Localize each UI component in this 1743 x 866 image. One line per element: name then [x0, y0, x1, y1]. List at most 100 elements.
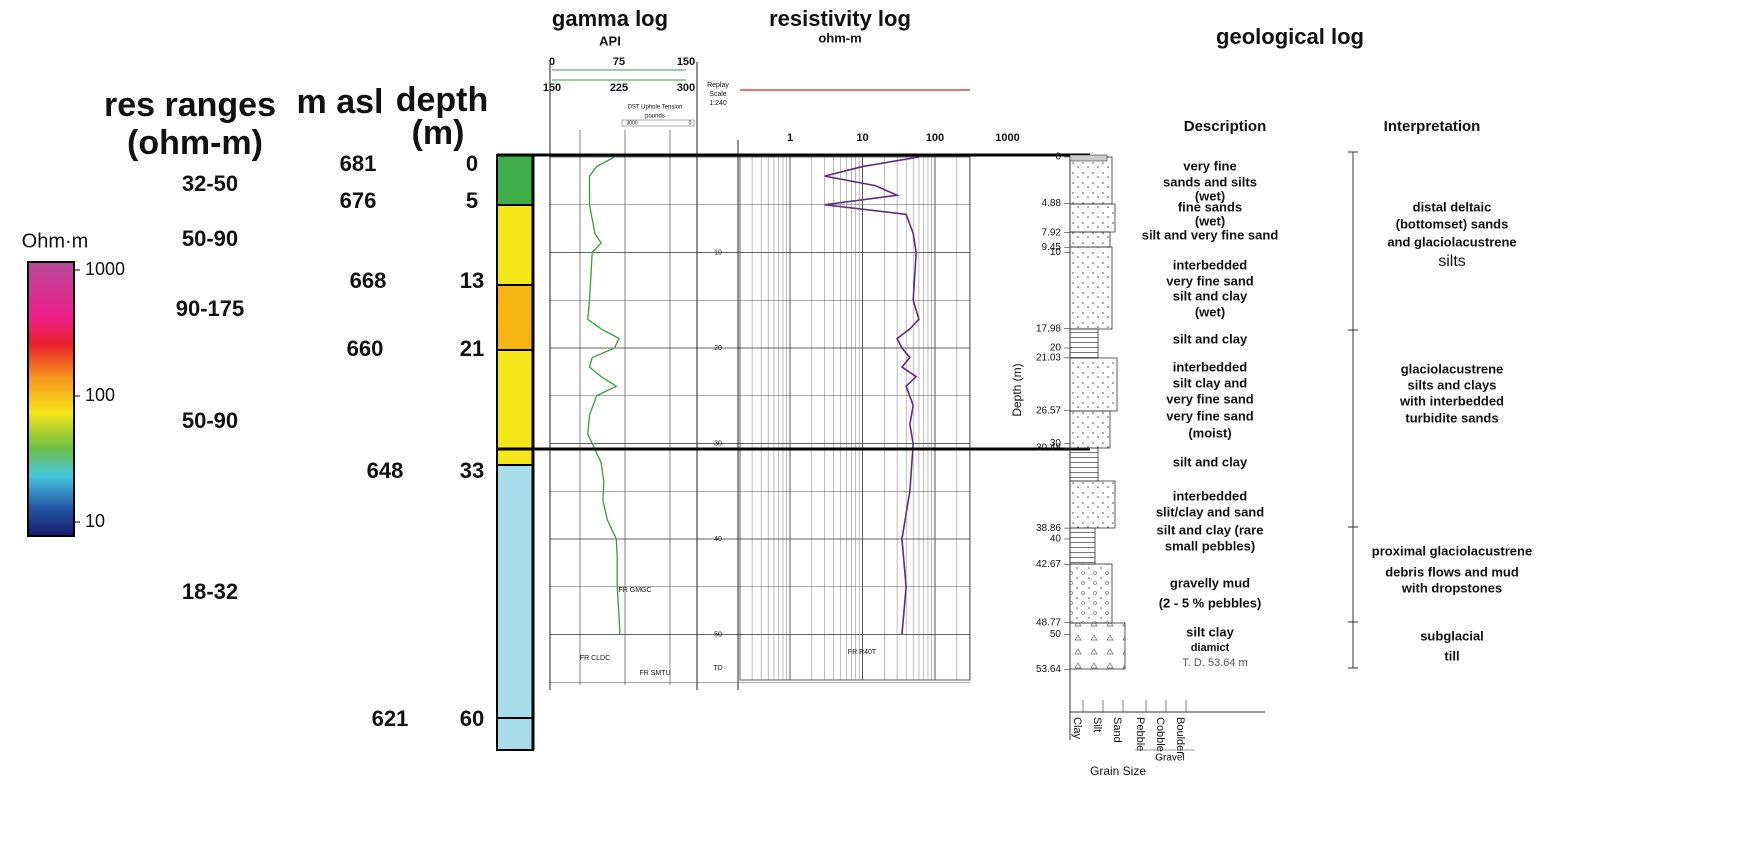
interpretation: debris flows and mud — [1385, 564, 1519, 579]
depth-tick-label: 20 — [714, 345, 722, 352]
interpretation: subglacial — [1420, 628, 1484, 643]
res-unit: (ohm-m) — [127, 124, 263, 162]
depth-label: 38.86 — [1036, 523, 1061, 534]
colorbar-unit: Ohm·m — [22, 230, 89, 252]
depth-tick-label: 30 — [714, 440, 722, 447]
interpretation: with interbedded — [1399, 393, 1504, 408]
interpretation: till — [1444, 648, 1459, 663]
grain-size: Cobble — [1154, 717, 1166, 752]
tension-tick: 0 — [689, 120, 692, 126]
log-annotation: FR SMTU — [639, 670, 670, 677]
depth-value: 60 — [460, 706, 484, 731]
lith-unit — [1069, 527, 1096, 565]
depth-value: 13 — [460, 268, 484, 293]
depth-label: 53.64 — [1036, 664, 1061, 675]
grain-size: Clay — [1071, 717, 1083, 740]
depth-label: 21.03 — [1036, 352, 1061, 363]
tension-unit: pounds — [645, 114, 665, 120]
description: small pebbles) — [1165, 538, 1255, 553]
res-title: res ranges — [104, 86, 276, 124]
depth-value: 0 — [466, 151, 478, 176]
masl-value: 668 — [350, 268, 387, 293]
res-tick-label: 1000 — [995, 132, 1019, 144]
description: (2 - 5 % pebbles) — [1159, 595, 1262, 610]
depth-title: depth — [396, 81, 489, 119]
depth-zone — [496, 154, 534, 206]
res-tick-label: 1 — [787, 132, 793, 144]
lith-unit — [1069, 203, 1116, 233]
interpretation: turbidite sands — [1405, 410, 1498, 425]
interpretation: glaciolacustrene — [1401, 361, 1504, 376]
masl-value: 621 — [372, 706, 409, 731]
geo-title: geological log — [1216, 24, 1364, 49]
res-range: 90-175 — [176, 296, 245, 321]
depth-label: 4.88 — [1042, 198, 1062, 209]
depth-axis-label: Depth (m) — [1010, 363, 1024, 416]
res-tick-label: 100 — [926, 132, 944, 144]
res-tick-label: 10 — [856, 132, 868, 144]
description: interbedded — [1173, 488, 1247, 503]
grain-size: Pebble — [1134, 717, 1146, 751]
tension-box — [621, 119, 695, 127]
description: silt and clay — [1173, 331, 1248, 346]
gamma-tick-label: 300 — [677, 82, 695, 94]
gamma-curve — [587, 156, 621, 635]
res-range: 32-50 — [182, 171, 238, 196]
description: silt clay and — [1173, 375, 1247, 390]
description: sands and silts — [1163, 174, 1257, 189]
depth-label: 9.45 — [1042, 242, 1062, 253]
lith-unit — [1069, 328, 1099, 359]
lith-unit — [1069, 231, 1111, 248]
description: (wet) — [1195, 213, 1225, 228]
depth-label: 30.48 — [1036, 443, 1061, 454]
lith-cap — [1069, 154, 1108, 162]
depth-zone — [496, 204, 534, 286]
depth-label: 20 — [1050, 343, 1062, 354]
description: silt and very fine sand — [1142, 227, 1279, 242]
interpretation: proximal glaciolacustrene — [1372, 543, 1532, 558]
interpretation: distal deltaic — [1413, 199, 1492, 214]
res-curve — [824, 156, 920, 635]
colorbar-tick-label: 1000 — [85, 259, 125, 279]
depth-value: 33 — [460, 458, 484, 483]
gamma-unit: API — [599, 33, 621, 48]
depth-label: 10 — [1050, 247, 1062, 258]
interpretation-header: Interpretation — [1384, 118, 1481, 135]
description: diamict — [1191, 642, 1230, 654]
depth-label: 17.98 — [1036, 323, 1061, 334]
depth-label: 48.77 — [1036, 617, 1061, 628]
masl-title: m asl — [297, 83, 384, 121]
description: (wet) — [1195, 188, 1225, 203]
res-range: 18-32 — [182, 579, 238, 604]
grain-size: Silt — [1091, 717, 1103, 732]
gamma-tick-label: 75 — [613, 56, 625, 68]
colorbar-tick-label: 100 — [85, 385, 115, 405]
description: silt and clay — [1173, 288, 1248, 303]
masl-value: 660 — [347, 336, 384, 361]
depth-value: 21 — [460, 336, 484, 361]
description: silt and clay — [1173, 454, 1248, 469]
interpretation: silts and clays — [1408, 377, 1497, 392]
lith-unit — [1069, 156, 1113, 205]
grain-size: Sand — [1111, 717, 1123, 743]
grain-size-label: Grain Size — [1090, 764, 1146, 778]
tension-label: DST Uphole Tension — [628, 105, 683, 111]
description: very fine — [1183, 158, 1236, 173]
lith-unit — [1069, 480, 1116, 529]
lith-unit — [1069, 410, 1111, 449]
res-range: 50-90 — [182, 226, 238, 251]
lith-unit — [1069, 246, 1113, 330]
res-frame — [739, 154, 971, 681]
res-log-title: resistivity log — [769, 6, 911, 31]
replay-label: Scale — [709, 91, 727, 98]
depth-label: 30 — [1050, 438, 1062, 449]
description: (moist) — [1188, 425, 1231, 440]
description: fine sands — [1178, 199, 1242, 214]
depth-label: 50 — [1050, 629, 1062, 640]
description: silt and clay (rare — [1157, 522, 1264, 537]
replay-label: Replay — [707, 82, 729, 89]
td-label: TD — [713, 665, 722, 672]
depth-tick-label: 10 — [714, 249, 722, 256]
depth-value: 5 — [466, 188, 478, 213]
